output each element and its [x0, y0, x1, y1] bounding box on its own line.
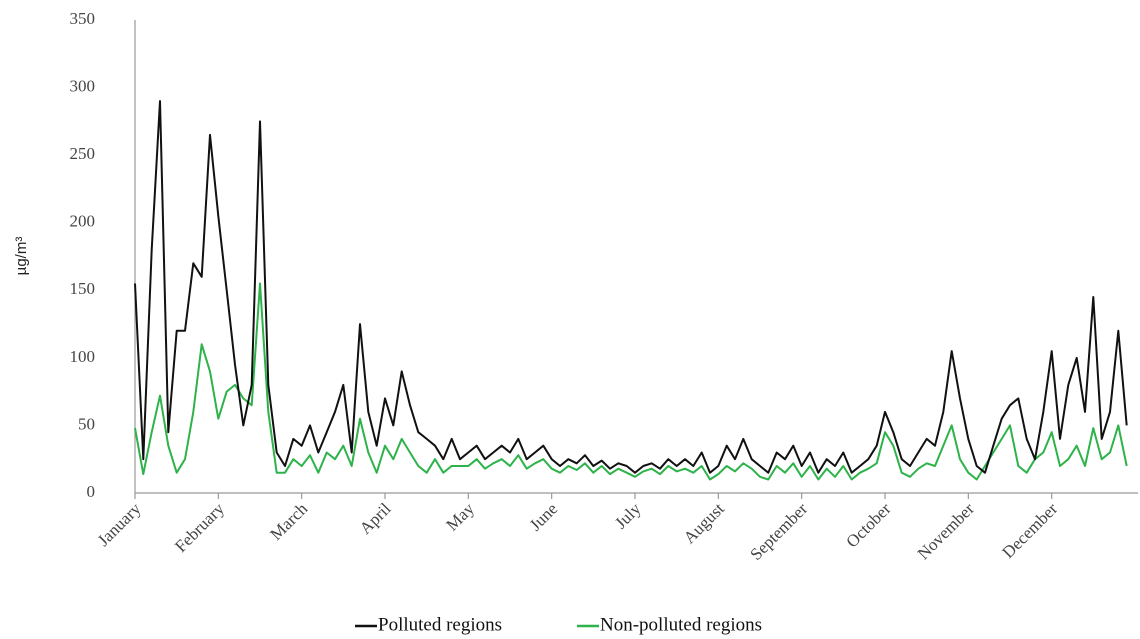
y-tick-label: 0: [87, 482, 96, 501]
y-tick-label: 100: [70, 347, 96, 366]
x-tick-label: July: [611, 499, 645, 533]
y-tick-label: 300: [70, 76, 96, 95]
x-tick-label: June: [526, 499, 561, 534]
x-tick-label: February: [171, 499, 228, 556]
x-tick-label: December: [998, 499, 1061, 562]
x-tick-label: August: [680, 499, 728, 547]
legend-label: Non-polluted regions: [600, 614, 762, 635]
y-tick-label: 50: [78, 414, 95, 433]
series-line: [134, 100, 1128, 474]
x-tick-label: October: [842, 499, 894, 551]
x-tick-label: September: [746, 499, 811, 564]
x-tick-label: March: [266, 499, 311, 544]
x-tick-label: January: [94, 499, 145, 550]
series-line: [134, 282, 1128, 481]
y-tick-label: 150: [70, 279, 96, 298]
y-axis-label: µg/m³: [13, 237, 30, 276]
y-tick-label: 350: [70, 9, 96, 28]
legend-label: Polluted regions: [378, 614, 502, 635]
x-tick-label: April: [356, 499, 395, 538]
y-tick-label: 250: [70, 144, 96, 163]
x-tick-label: November: [914, 499, 978, 563]
x-tick-label: May: [442, 499, 478, 535]
y-tick-label: 200: [70, 212, 96, 231]
